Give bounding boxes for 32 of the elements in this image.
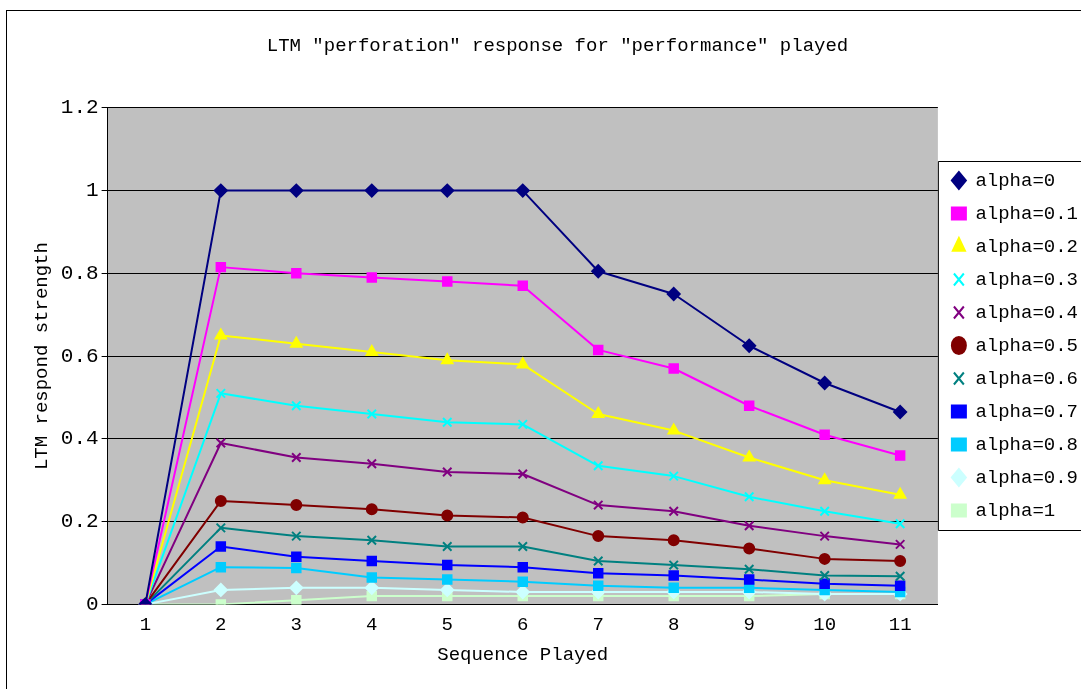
x-tick-label: 10 [813,613,837,636]
legend-label: alpha=0 [975,169,1056,192]
chart-title: LTM "perforation" response for "performance" played [266,35,849,58]
y-tick-label: 1 [86,179,99,203]
legend-label: alpha=0.7 [975,400,1079,423]
legend-label: alpha=0.6 [975,367,1079,390]
legend-label: alpha=0.1 [975,202,1079,225]
legend-label: alpha=0.4 [975,301,1079,324]
x-tick-label: 2 [215,613,227,636]
y-tick-label: 0.6 [60,344,99,368]
x-tick-label: 5 [441,613,453,636]
y-tick-label: 1.2 [60,96,99,120]
legend-label: alpha=0.2 [975,235,1079,258]
y-tick-label: 0 [86,592,99,616]
y-tick-label: 0.4 [60,427,99,451]
legend-label: alpha=0.8 [975,433,1079,456]
x-tick-label: 8 [668,613,680,636]
legend-label: alpha=0.9 [975,466,1079,489]
x-tick-label: 6 [517,613,529,636]
y-tick-label: 0.2 [60,510,99,534]
x-tick-label: 7 [592,613,604,636]
x-tick-label: 4 [366,613,378,636]
x-axis-title: Sequence Played [437,643,609,666]
x-tick-label: 3 [290,613,303,636]
y-axis-title: LTM respond strength [31,242,54,471]
legend-label: alpha=1 [975,499,1056,522]
x-tick-label: 1 [139,613,152,636]
x-tick-label: 9 [743,613,755,636]
legend-label: alpha=0.5 [975,334,1079,357]
y-tick-label: 0.8 [60,261,99,285]
x-tick-label: 11 [888,613,912,636]
legend-label: alpha=0.3 [975,268,1079,291]
